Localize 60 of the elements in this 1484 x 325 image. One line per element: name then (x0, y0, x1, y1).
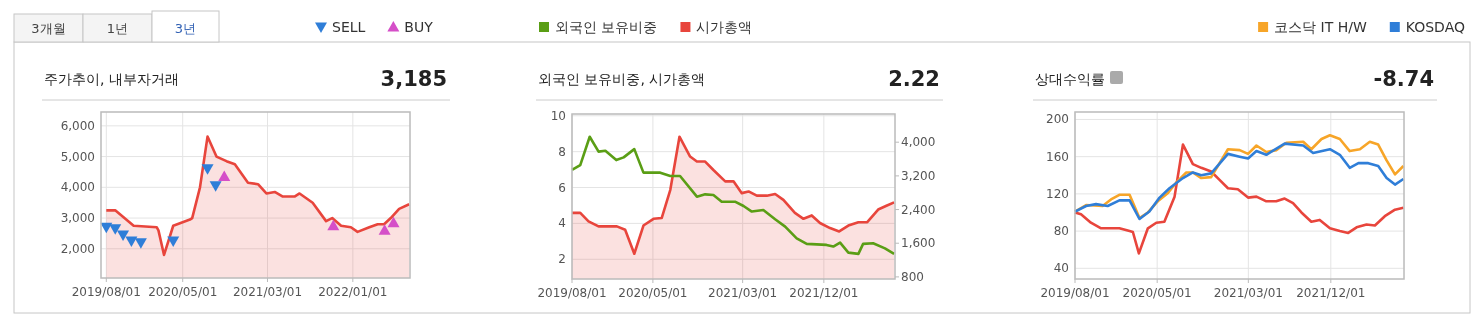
y-tick-label: 200 (1046, 112, 1069, 127)
text: 3,185 (380, 67, 447, 91)
x-tick-label: 2021/03/01 (232, 285, 303, 299)
legend-label: 시가총액 (696, 19, 753, 35)
y-tick-label: 10 (550, 108, 566, 123)
y-tick-label: 6 (558, 180, 566, 195)
y-tick-label: 4 (558, 216, 566, 231)
point (209, 181, 222, 192)
y-tick-label: 3,000 (60, 211, 95, 226)
y-tick-label: 8 (558, 144, 566, 159)
point (378, 224, 391, 235)
point (167, 236, 180, 248)
point (218, 170, 231, 182)
text: 2.22 (888, 67, 940, 91)
point (134, 238, 147, 249)
x-tick-label: 2020/05/01 (148, 285, 218, 299)
y-tick-label: 2,000 (60, 241, 95, 256)
legend-label: 외국인 보유비중 (555, 19, 658, 35)
chart-title: 외국인 보유비중, 시가총액 (538, 71, 706, 87)
y-tick-label: 6,000 (60, 118, 95, 133)
x-tick-label: 2022/01/01 (318, 285, 388, 299)
y-tick-label: 2 (558, 252, 566, 267)
y2-tick-label: 1,600 (901, 236, 936, 251)
line-series (1073, 143, 1405, 255)
point (125, 236, 138, 248)
x-tick-label: 2020/05/01 (1122, 286, 1192, 300)
legend-label: 코스닥 IT H/W (1274, 19, 1367, 35)
y-tick-label: 4,000 (60, 180, 95, 195)
x-tick-label: 2021/03/01 (708, 286, 778, 300)
y-tick-label: 40 (1053, 261, 1069, 276)
point (387, 216, 400, 228)
x-tick-label: 2019/08/01 (71, 285, 141, 299)
legend-label: SELL (332, 19, 366, 35)
x-tick-label: 2019/08/01 (537, 286, 607, 300)
y2-tick-label: 3,200 (901, 168, 936, 183)
y2-tick-label: 2,400 (901, 202, 936, 217)
y2-tick-label: 4,000 (901, 135, 936, 150)
x-tick-label: 2021/03/01 (1213, 286, 1283, 300)
y-tick-label: 160 (1046, 149, 1069, 164)
text: 3년 (174, 21, 197, 36)
text: 1년 (106, 21, 129, 36)
y-tick-label: 120 (1046, 186, 1069, 201)
y-tick-label: 80 (1053, 224, 1069, 239)
point (117, 230, 130, 241)
line-series (570, 135, 896, 256)
y-tick-label: 5,000 (60, 149, 95, 164)
point (109, 224, 122, 235)
x-tick-label: 2021/12/01 (789, 286, 859, 300)
point (201, 164, 214, 175)
x-tick-label: 2021/12/01 (1296, 286, 1366, 300)
y2-tick-label: 800 (901, 269, 924, 284)
chart-title: 주가추이, 내부자거래 (44, 71, 179, 87)
legend-label: BUY (404, 19, 434, 35)
text: -8.74 (1373, 67, 1434, 91)
text: 3개월 (31, 21, 66, 36)
legend-label: KOSDAQ (1405, 19, 1465, 35)
x-tick-label: 2019/08/01 (1040, 286, 1110, 300)
chart-title: 상대수익률 (1035, 71, 1105, 87)
x-tick-label: 2020/05/01 (618, 286, 688, 300)
point (327, 219, 340, 231)
